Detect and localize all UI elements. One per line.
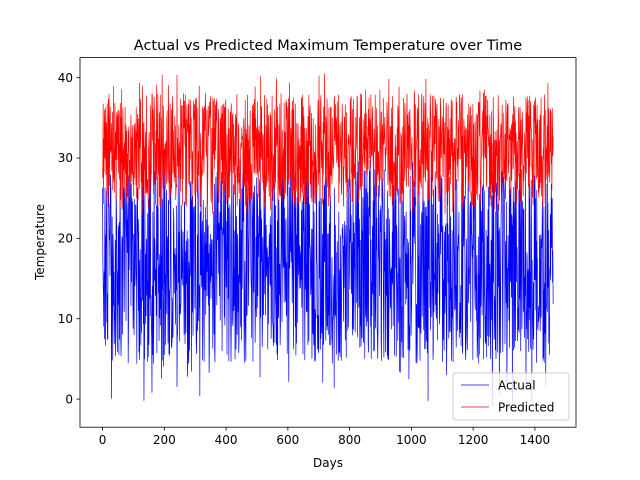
x-tick-label: 1200 <box>458 433 489 447</box>
x-tick-label: 1000 <box>396 433 427 447</box>
series-line-actual <box>102 159 554 406</box>
x-tick-label: 200 <box>153 433 176 447</box>
chart-title: Actual vs Predicted Maximum Temperature … <box>134 38 522 54</box>
x-tick-label: 0 <box>99 433 107 447</box>
plot-area <box>102 73 554 406</box>
x-axis-label: Days <box>313 456 343 470</box>
y-tick-label: 20 <box>58 232 73 246</box>
y-tick-label: 0 <box>65 392 73 406</box>
legend-label-predicted: Predicted <box>498 401 554 415</box>
x-tick-label: 600 <box>276 433 299 447</box>
legend: Actual Predicted <box>452 372 570 421</box>
y-tick-label: 40 <box>58 71 73 85</box>
y-tick-label: 10 <box>58 312 73 326</box>
x-tick-label: 1400 <box>520 433 551 447</box>
y-axis-label: Temperature <box>33 204 47 281</box>
x-axis: 0 200 400 600 800 1000 1200 1400 <box>99 427 550 447</box>
y-axis: 0 10 20 30 40 <box>58 71 80 406</box>
series-line-predicted <box>102 73 554 215</box>
x-tick-label: 400 <box>215 433 238 447</box>
x-tick-label: 800 <box>338 433 361 447</box>
y-tick-label: 30 <box>58 151 73 165</box>
legend-label-actual: Actual <box>498 379 536 393</box>
plot-frame <box>79 57 577 428</box>
